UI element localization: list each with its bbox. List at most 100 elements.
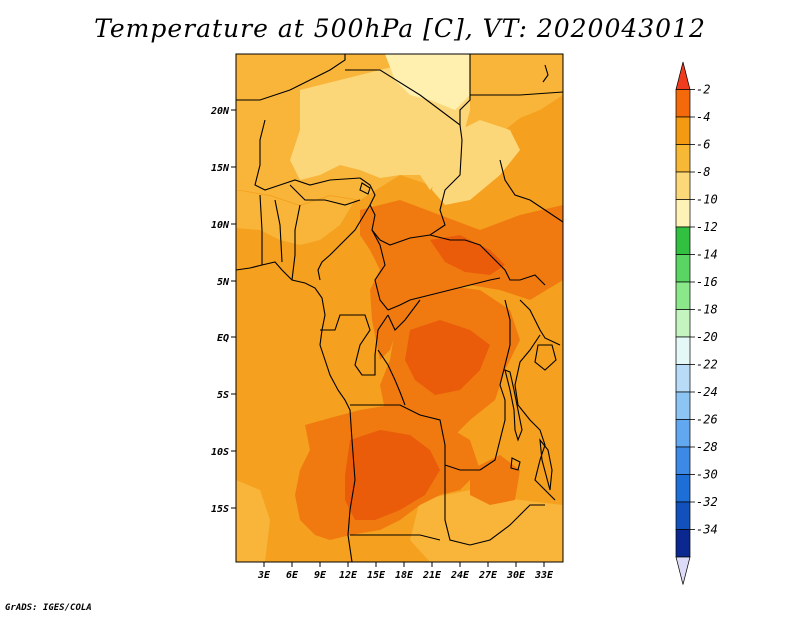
lon-label: 27E — [478, 570, 498, 581]
colorbar-label: -10 — [696, 193, 718, 207]
colorbar-label: -8 — [696, 165, 710, 179]
colorbar-swatch — [675, 336, 691, 365]
border-drc-congo — [377, 349, 406, 406]
lat-label: 15N — [211, 163, 230, 174]
border-nigeria-benin — [291, 204, 301, 281]
lon-label: 33E — [534, 570, 554, 581]
temperature-zone-minus2-angola — [345, 430, 440, 520]
colorbar-swatch — [675, 529, 691, 558]
colorbar-swatch — [675, 89, 691, 118]
temperature-zone-minus6-southeast — [410, 490, 563, 562]
colorbar-label: -26 — [696, 413, 718, 427]
longitude-axis: 3E 6E 9E 12E 15E 18E 21E 24E 27E 30E 33E — [257, 562, 554, 581]
border-algeria-libya — [236, 54, 346, 101]
lake-victoria — [534, 344, 557, 371]
colorbar-swatch — [675, 199, 691, 228]
border-sudan-ethiopia — [499, 159, 563, 223]
temperature-zone-minus3-central — [360, 200, 563, 360]
temperature-zone-minus8-sudan — [432, 120, 520, 205]
temperature-zone-minus6-southwest — [236, 480, 270, 562]
colorbar-swatch — [675, 116, 691, 145]
colorbar-label: -2 — [696, 83, 710, 97]
lake-chad — [359, 182, 371, 195]
border-drc-west — [387, 299, 421, 331]
colorbar-label: -4 — [696, 110, 710, 124]
map-plot-area — [236, 54, 563, 562]
temperature-zone-minus2-congo — [405, 320, 490, 395]
colorbar-swatch — [675, 144, 691, 173]
lon-label: 15E — [367, 570, 386, 581]
colorbar-swatch — [675, 419, 691, 448]
map-title: Temperature at 500hPa [C], VT: 202004301… — [94, 14, 706, 43]
map-frame — [235, 53, 564, 563]
border-cameroon-car — [371, 229, 389, 311]
colorbar-label: -20 — [696, 330, 718, 344]
coastline-west-africa — [236, 261, 356, 562]
temperature-zone-minus2-sudan — [430, 235, 505, 275]
colorbar-swatch — [675, 171, 691, 200]
border-niger-nigeria — [289, 184, 361, 206]
border-drc-angola — [350, 404, 480, 471]
lat-label: 5S — [217, 390, 229, 401]
border-zambia-south — [469, 504, 545, 546]
lon-label: 18E — [395, 570, 414, 581]
colorbar-label: -28 — [696, 440, 718, 454]
colorbar-label: -30 — [696, 468, 718, 482]
lon-label: 6E — [286, 570, 299, 581]
colorbar-label: -18 — [696, 303, 718, 317]
colorbar-label: -16 — [696, 275, 718, 289]
border-angola-zambia — [444, 465, 471, 546]
latitude-axis: 20N 15N 10N 5N EQ 5S 10S 15S — [210, 106, 236, 515]
temperature-zone-minus6-west — [236, 190, 355, 245]
border-drc-east — [479, 299, 511, 471]
temperature-zone-minus6-ethiopia — [470, 60, 563, 118]
border-car-south — [387, 277, 501, 311]
lon-label: 3E — [257, 570, 271, 581]
colorbar-label: -24 — [696, 385, 718, 399]
lat-label: EQ — [217, 333, 229, 344]
colorbar-label: -34 — [696, 523, 718, 537]
border-gabon-congo — [320, 314, 389, 376]
lon-label: 30E — [506, 570, 526, 581]
lat-label: 15S — [211, 504, 229, 515]
lat-label: 10S — [211, 447, 229, 458]
colorbar-swatch — [675, 226, 691, 255]
colorbar-swatch — [675, 364, 691, 393]
colorbar-swatch — [675, 391, 691, 420]
border-benin-togo — [274, 199, 283, 263]
lon-label: 12E — [339, 570, 358, 581]
temperature-zone-minus3-mozambique — [470, 455, 520, 505]
border-nigeria-cameroon — [317, 204, 371, 281]
colorbar-label: -6 — [696, 138, 710, 152]
colorbar: -2 -4 -6 -8 -10 -12 -14 -16 -18 -20 -22 -24 -26 -28 -3… — [675, 61, 718, 585]
grads-credit: GrADS: IGES/COLA — [5, 603, 92, 613]
colorbar-label: -22 — [696, 358, 718, 372]
lat-label: 5N — [217, 277, 230, 288]
colorbar-max-triangle — [675, 61, 691, 90]
colorbar-swatch — [675, 309, 691, 338]
colorbar-swatch — [675, 446, 691, 475]
colorbar-swatch — [675, 501, 691, 530]
lake-tanganyika — [504, 369, 523, 442]
lake-malawi — [539, 438, 553, 491]
border-egypt-sudan — [470, 91, 563, 96]
colorbar-label: -32 — [696, 495, 718, 509]
colorbar-label: -12 — [696, 220, 718, 234]
border-sudan-south-sudan — [429, 234, 546, 286]
lon-label: 9E — [314, 570, 327, 581]
lake-mweru — [510, 457, 521, 471]
colorbar-swatch — [675, 281, 691, 310]
colorbar-swatch — [675, 474, 691, 503]
border-chad-west — [359, 124, 463, 246]
country-boundaries — [236, 54, 563, 562]
temperature-zone-minus10-sahara — [385, 54, 470, 110]
lon-label: 21E — [422, 570, 442, 581]
colorbar-swatch — [675, 254, 691, 283]
border-ghana — [259, 194, 263, 265]
colorbar-label: -14 — [696, 248, 718, 262]
colorbar-min-triangle — [675, 556, 691, 585]
border-kenya-uganda — [519, 299, 561, 346]
lat-label: 20N — [210, 106, 230, 117]
nile-border — [542, 64, 549, 83]
